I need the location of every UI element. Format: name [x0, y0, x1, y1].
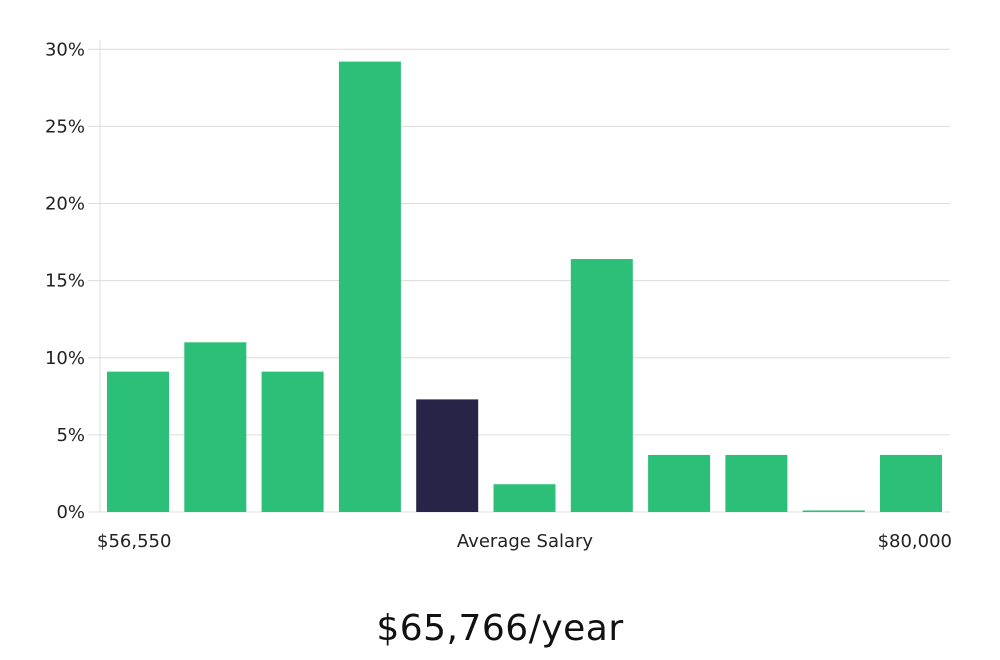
bar: [880, 454, 942, 512]
bar: [725, 454, 788, 512]
bar: [648, 454, 711, 512]
y-axis-tick-labels: 0% 5% 10% 15% 20% 25% 30%: [45, 39, 85, 523]
bar-average-salary: [416, 399, 479, 512]
y-tick-label: 5%: [56, 425, 85, 446]
average-salary-value: $65,766/year: [376, 608, 624, 649]
y-tick-label: 0%: [56, 502, 85, 523]
bar: [338, 61, 401, 512]
bar: [261, 371, 324, 512]
bar: [184, 342, 247, 512]
y-tick-label: 10%: [45, 348, 85, 369]
bar: [570, 259, 633, 512]
y-tick-label: 20%: [45, 194, 85, 215]
bars: [107, 61, 942, 512]
salary-distribution-chart: 0% 5% 10% 15% 20% 25% 30% $56,550 Average Sala…: [45, 39, 952, 552]
y-tick-label: 25%: [45, 116, 85, 137]
x-center-label: Average Salary: [457, 531, 594, 552]
bar: [107, 371, 169, 512]
bar: [802, 510, 865, 512]
x-max-label: $80,000: [878, 531, 952, 552]
y-tick-label: 15%: [45, 271, 85, 292]
y-tick-label: 30%: [45, 39, 85, 60]
bar: [493, 484, 556, 512]
x-min-label: $56,550: [97, 531, 171, 552]
